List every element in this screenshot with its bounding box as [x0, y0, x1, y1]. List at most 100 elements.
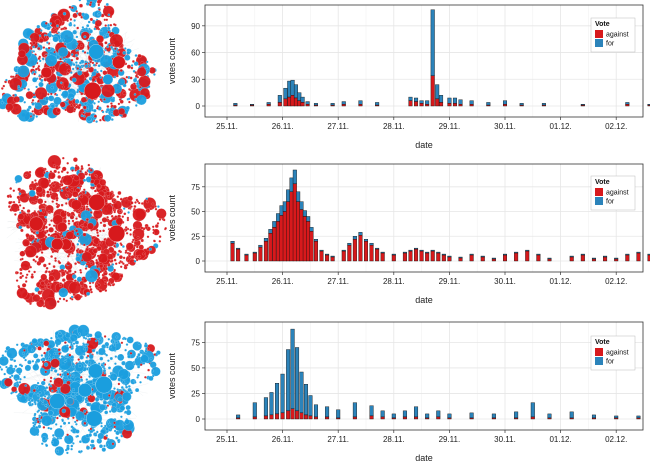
- network-node-against: [79, 268, 82, 272]
- network-node-against: [48, 172, 56, 180]
- network-node-against: [55, 202, 58, 206]
- bar-for: [252, 402, 257, 418]
- network-node-against: [39, 248, 42, 251]
- network-node-for: [107, 438, 110, 441]
- network-node-against: [54, 19, 61, 25]
- network-node-against: [110, 102, 113, 105]
- network-node-against: [50, 92, 53, 96]
- network-node-for: [35, 231, 39, 235]
- network-node-for: [97, 64, 101, 68]
- network-node-against: [111, 442, 115, 446]
- network-node-for: [40, 411, 43, 415]
- network-node-against: [39, 240, 42, 244]
- bar-for: [275, 383, 280, 415]
- bar-for: [289, 177, 294, 192]
- bar-against: [330, 104, 335, 107]
- network-node-against: [59, 57, 62, 61]
- network-node-against: [47, 270, 51, 274]
- network-node-for: [95, 351, 99, 354]
- network-node-against: [149, 207, 153, 211]
- network-edge: [69, 13, 102, 40]
- bar-against: [614, 258, 619, 262]
- bar-against: [325, 416, 330, 420]
- network-node-against: [40, 273, 48, 281]
- network-node-for: [53, 96, 62, 106]
- network-node-for: [23, 101, 26, 104]
- network-node-against: [8, 205, 11, 208]
- network-node-for: [86, 108, 89, 111]
- network-node-for: [145, 197, 148, 201]
- network-node-for: [99, 356, 104, 361]
- bar-for: [636, 415, 641, 419]
- network-node-for: [157, 205, 160, 208]
- network-node-against: [109, 33, 124, 48]
- bar-for: [402, 410, 407, 418]
- bar-for: [439, 95, 444, 103]
- legend: Vote against for: [590, 17, 636, 53]
- network-node-for: [109, 373, 118, 381]
- network-node-for: [76, 434, 80, 438]
- network-node-for: [78, 0, 82, 2]
- network-node-for: [93, 27, 97, 31]
- bar-against: [308, 415, 313, 420]
- y-tick-label: 25: [191, 232, 200, 241]
- bar-against: [625, 254, 630, 262]
- network-node-against: [106, 67, 109, 71]
- network-node-against: [59, 101, 66, 108]
- network-graph-1: [0, 0, 157, 124]
- bar-for: [263, 238, 268, 242]
- network-node-against: [153, 353, 156, 356]
- x-tick-label: 01.12.: [549, 122, 571, 131]
- network-node-for: [43, 362, 49, 367]
- bar-for: [286, 189, 291, 202]
- network-node-for: [45, 356, 49, 360]
- network-node-for: [105, 443, 109, 447]
- network-node-for: [107, 359, 110, 362]
- network-node-for: [38, 81, 44, 88]
- network-node-for: [64, 434, 74, 445]
- network-node-against: [74, 293, 82, 301]
- bar-against: [292, 183, 297, 262]
- network-node-against: [19, 250, 26, 257]
- chart-1: 0 30 60 90 25.11. 26.11. 27.11. 28.11. 29.11. 30.…: [167, 4, 650, 150]
- network-node-for: [108, 422, 112, 426]
- network-node-against: [54, 259, 57, 262]
- network-node-against: [57, 175, 62, 179]
- network-node-against: [140, 226, 144, 230]
- network-node-against: [34, 67, 38, 71]
- network-node-for: [18, 393, 22, 397]
- bar-for: [425, 413, 430, 419]
- network-node-for: [133, 78, 138, 83]
- bar-for: [299, 201, 304, 210]
- network-node-against: [44, 35, 47, 39]
- x-tick-label: 30.11.: [494, 277, 516, 286]
- network-node-for: [130, 64, 134, 67]
- x-tick-label: 02.12.: [605, 435, 627, 444]
- network-node-against: [92, 186, 95, 190]
- bar-against: [380, 416, 385, 420]
- network-node-against: [114, 262, 118, 265]
- network-node-against: [66, 104, 75, 114]
- network-node-for: [48, 95, 55, 102]
- network-node-against: [65, 202, 68, 205]
- network-node-for: [72, 388, 75, 391]
- bar-against: [541, 104, 546, 107]
- network-node-for: [107, 366, 112, 370]
- network-node-for: [70, 429, 73, 432]
- network-node-for: [88, 333, 93, 338]
- network-node-for: [24, 384, 27, 387]
- network-node-for: [34, 402, 37, 406]
- network-node-against: [35, 186, 43, 194]
- network-node-for: [56, 24, 59, 28]
- legend-label-against: against: [606, 190, 629, 197]
- network-node-against: [114, 215, 118, 219]
- network-node-against: [128, 255, 131, 258]
- network-node-for: [103, 371, 107, 375]
- network-node-against: [25, 273, 29, 277]
- network-node-against: [105, 267, 108, 271]
- network-graph-3: [0, 324, 161, 456]
- bar-against: [250, 104, 255, 107]
- bar-for: [287, 80, 292, 98]
- network-node-against: [44, 285, 47, 288]
- network-node-for: [55, 351, 59, 355]
